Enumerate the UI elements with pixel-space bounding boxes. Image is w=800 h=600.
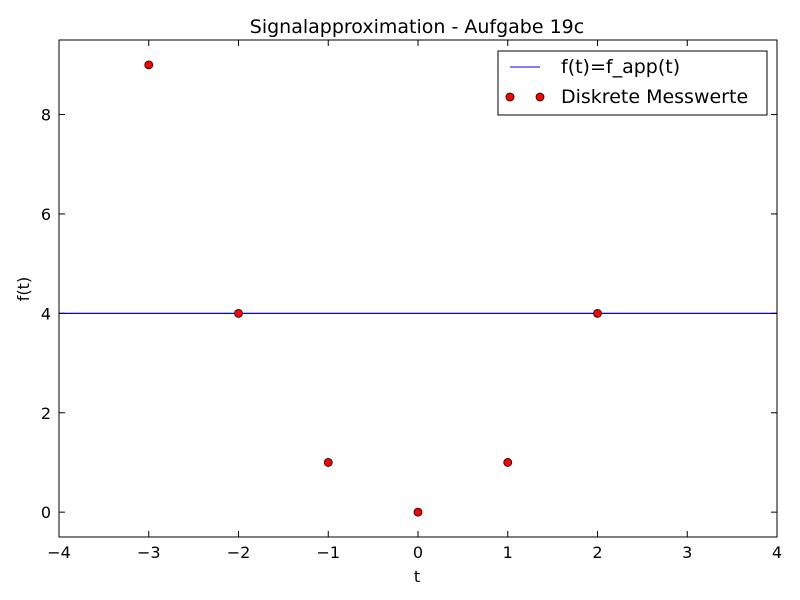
data-point [503, 458, 513, 467]
x-axis-label: t [414, 567, 420, 586]
x-tick-label: 1 [503, 543, 513, 562]
plot-area [58, 39, 778, 538]
x-tick-label: −4 [47, 543, 71, 562]
y-tick-label: 0 [41, 503, 51, 522]
y-tick-label: 4 [41, 304, 51, 323]
data-point [144, 60, 154, 70]
tick-layer: −4 −3 −2 −1 0 1 2 3 4 0 2 4 6 8 [41, 40, 782, 562]
legend: f(t)=f_app(t) Diskrete Messwerte [497, 50, 768, 116]
series-layer [59, 60, 777, 517]
data-point [234, 308, 243, 318]
legend-label-points: Diskrete Messwerte [561, 86, 748, 108]
legend-frame [497, 50, 768, 116]
chart-title: Signalapproximation - Aufgabe 19c [250, 16, 584, 38]
data-point [593, 308, 602, 318]
data-point [323, 458, 333, 467]
y-axis-label: f(t) [14, 277, 33, 301]
y-tick-label: 8 [41, 106, 51, 125]
x-tick-label: 0 [413, 543, 423, 562]
axes-background [59, 40, 777, 537]
x-tick-label: −3 [137, 543, 161, 562]
legend-marker-swatch-right [535, 92, 545, 102]
data-point [413, 507, 423, 517]
x-tick-label: −1 [316, 543, 340, 562]
x-tick-label: 3 [682, 543, 692, 562]
x-tick-label: −2 [227, 543, 251, 562]
x-tick-label: 4 [772, 543, 782, 562]
legend-marker-swatch-left [505, 92, 515, 102]
y-tick-label: 6 [41, 205, 51, 224]
x-tick-label: 2 [592, 543, 602, 562]
legend-label-line: f(t)=f_app(t) [561, 56, 680, 78]
y-tick-label: 2 [41, 404, 51, 423]
